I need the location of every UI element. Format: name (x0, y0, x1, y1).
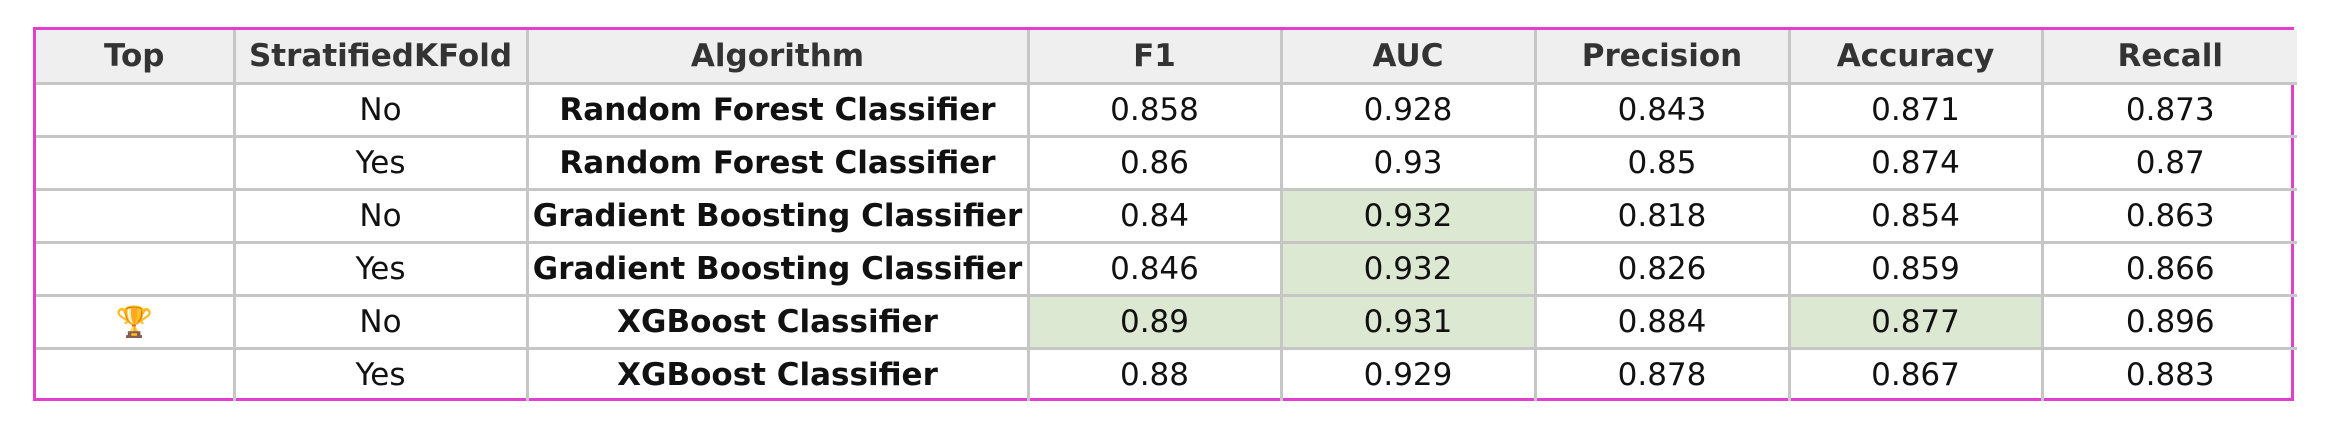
algorithm-cell: Gradient Boosting Classifier (525, 187, 1030, 244)
algorithm-cell: XGBoost Classifier (525, 346, 1030, 401)
stratifiedkfold-cell: No (232, 187, 529, 244)
recall-cell: 0.863 (2040, 187, 2297, 244)
accuracy-cell: 0.871 (1787, 81, 2044, 138)
header-precision: Precision (1533, 30, 1791, 85)
accuracy-cell: 0.867 (1787, 346, 2044, 401)
precision-cell: 0.826 (1533, 240, 1791, 297)
stratifiedkfold-cell: Yes (232, 346, 529, 401)
recall-cell: 0.873 (2040, 81, 2297, 138)
auc-cell: 0.929 (1279, 346, 1537, 401)
table-row-top: 🏆 No XGBoost Classifier 0.89 0.931 0.884… (36, 293, 2297, 350)
trophy-icon: 🏆 (115, 304, 153, 340)
top-cell (36, 346, 236, 401)
auc-cell-best: 0.932 (1279, 187, 1537, 244)
stratifiedkfold-cell: No (232, 293, 529, 350)
table-row: No Gradient Boosting Classifier 0.84 0.9… (36, 187, 2297, 244)
header-top: Top (36, 30, 236, 85)
precision-cell: 0.818 (1533, 187, 1791, 244)
recall-cell: 0.87 (2040, 134, 2297, 191)
stratifiedkfold-cell: No (232, 81, 529, 138)
algorithm-cell: Random Forest Classifier (525, 134, 1030, 191)
stratifiedkfold-cell: Yes (232, 240, 529, 297)
accuracy-cell: 0.854 (1787, 187, 2044, 244)
recall-cell: 0.866 (2040, 240, 2297, 297)
precision-cell: 0.843 (1533, 81, 1791, 138)
precision-cell: 0.884 (1533, 293, 1791, 350)
auc-cell: 0.93 (1279, 134, 1537, 191)
recall-cell: 0.896 (2040, 293, 2297, 350)
algorithm-cell: XGBoost Classifier (525, 293, 1030, 350)
algorithm-cell: Gradient Boosting Classifier (525, 240, 1030, 297)
auc-cell-best: 0.932 (1279, 240, 1537, 297)
recall-cell: 0.883 (2040, 346, 2297, 401)
f1-cell: 0.858 (1026, 81, 1283, 138)
table-row: Yes Random Forest Classifier 0.86 0.93 0… (36, 134, 2297, 191)
table-row: Yes Gradient Boosting Classifier 0.846 0… (36, 240, 2297, 297)
accuracy-cell: 0.874 (1787, 134, 2044, 191)
header-accuracy: Accuracy (1787, 30, 2044, 85)
auc-cell: 0.928 (1279, 81, 1537, 138)
f1-cell: 0.846 (1026, 240, 1283, 297)
top-cell: 🏆 (36, 293, 236, 350)
table-row: No Random Forest Classifier 0.858 0.928 … (36, 81, 2297, 138)
top-cell (36, 81, 236, 138)
table-row: Yes XGBoost Classifier 0.88 0.929 0.878 … (36, 346, 2297, 401)
algorithm-cell: Random Forest Classifier (525, 81, 1030, 138)
header-stratifiedkfold: StratifiedKFold (232, 30, 529, 85)
header-row: Top StratifiedKFold Algorithm F1 AUC Pre… (36, 30, 2297, 85)
accuracy-cell: 0.859 (1787, 240, 2044, 297)
header-f1: F1 (1026, 30, 1283, 85)
header-algorithm: Algorithm (525, 30, 1030, 85)
f1-cell: 0.86 (1026, 134, 1283, 191)
top-cell (36, 240, 236, 297)
precision-cell: 0.85 (1533, 134, 1791, 191)
header-recall: Recall (2040, 30, 2297, 85)
stratifiedkfold-cell: Yes (232, 134, 529, 191)
accuracy-cell-best: 0.877 (1787, 293, 2044, 350)
model-results-table: Top StratifiedKFold Algorithm F1 AUC Pre… (36, 30, 2297, 401)
top-cell (36, 134, 236, 191)
top-cell (36, 187, 236, 244)
results-table-frame: Top StratifiedKFold Algorithm F1 AUC Pre… (33, 27, 2297, 401)
f1-cell: 0.84 (1026, 187, 1283, 244)
auc-cell-highlight: 0.931 (1279, 293, 1537, 350)
header-auc: AUC (1279, 30, 1537, 85)
f1-cell: 0.88 (1026, 346, 1283, 401)
precision-cell: 0.878 (1533, 346, 1791, 401)
f1-cell-best: 0.89 (1026, 293, 1283, 350)
